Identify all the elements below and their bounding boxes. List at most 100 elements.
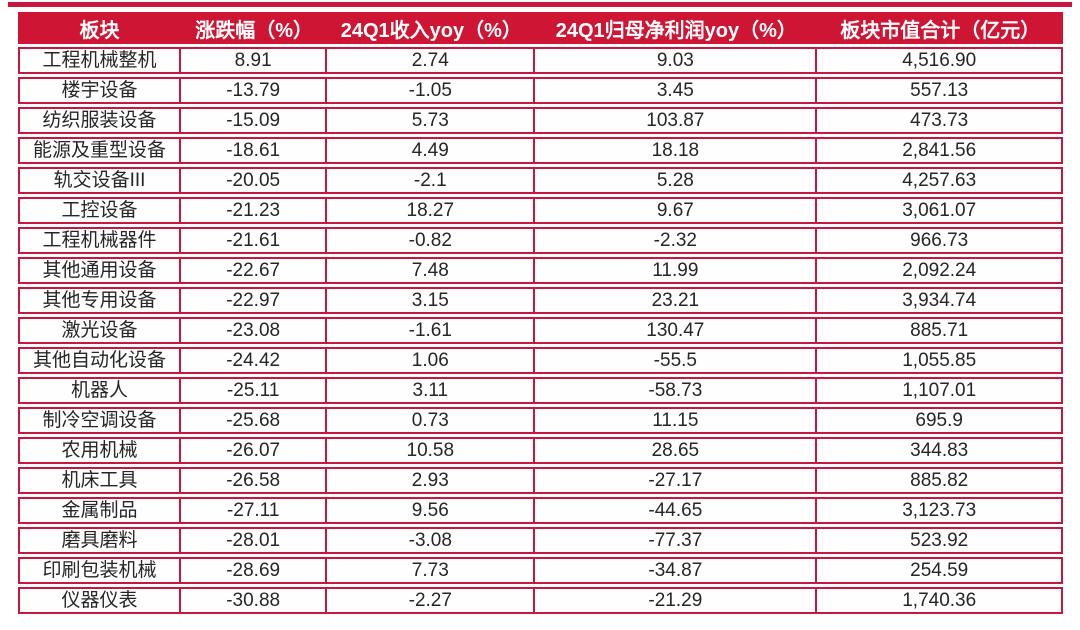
cell-change_pct: 8.91	[181, 47, 328, 74]
cell-total_market_cap_100m_cny: 885.82	[817, 467, 1063, 494]
cell-change_pct: -25.11	[181, 377, 328, 404]
table-row: 工程机械整机 8.91 2.74 9.03 4,516.90	[18, 47, 1063, 74]
cell-change_pct: -27.11	[181, 497, 328, 524]
cell-q1_revenue_yoy_pct: 3.11	[327, 377, 536, 404]
cell-q1_net_profit_yoy_pct: -2.32	[535, 227, 818, 254]
cell-total_market_cap_100m_cny: 1,740.36	[817, 587, 1063, 614]
table-row: 纺织服装设备 -15.09 5.73 103.87 473.73	[18, 107, 1063, 134]
cell-q1_net_profit_yoy_pct: 5.28	[535, 167, 818, 194]
table-row: 其他通用设备 -22.67 7.48 11.99 2,092.24	[18, 257, 1063, 284]
cell-sector: 农用机械	[18, 437, 182, 464]
cell-q1_net_profit_yoy_pct: 3.45	[535, 77, 818, 104]
cell-sector: 其他专用设备	[18, 287, 182, 314]
cell-q1_net_profit_yoy_pct: -34.87	[535, 557, 818, 584]
cell-q1_net_profit_yoy_pct: 28.65	[535, 437, 818, 464]
cell-sector: 工程机械器件	[18, 227, 182, 254]
cell-change_pct: -13.79	[181, 77, 328, 104]
cell-sector: 纺织服装设备	[18, 107, 182, 134]
cell-change_pct: -21.23	[181, 197, 328, 224]
cell-change_pct: -15.09	[181, 107, 328, 134]
cell-sector: 磨具磨料	[18, 527, 182, 554]
table-row: 机床工具 -26.58 2.93 -27.17 885.82	[18, 467, 1063, 494]
table-row: 工程机械器件 -21.61 -0.82 -2.32 966.73	[18, 227, 1063, 254]
table-row: 仪器仪表 -30.88 -2.27 -21.29 1,740.36	[18, 587, 1063, 614]
cell-q1_net_profit_yoy_pct: 9.03	[535, 47, 818, 74]
table-row: 金属制品 -27.11 9.56 -44.65 3,123.73	[18, 497, 1063, 524]
cell-total_market_cap_100m_cny: 1,107.01	[817, 377, 1063, 404]
cell-q1_net_profit_yoy_pct: 23.21	[535, 287, 818, 314]
cell-total_market_cap_100m_cny: 3,934.74	[817, 287, 1063, 314]
cell-sector: 印刷包装机械	[18, 557, 182, 584]
cell-sector: 仪器仪表	[18, 587, 182, 614]
cell-total_market_cap_100m_cny: 557.13	[817, 77, 1063, 104]
cell-q1_net_profit_yoy_pct: -21.29	[535, 587, 818, 614]
sector-table: 板块 涨跌幅（%） 24Q1收入yoy（%） 24Q1归母净利润yoy（%） 板块市值合…	[18, 9, 1063, 617]
cell-total_market_cap_100m_cny: 2,092.24	[817, 257, 1063, 284]
cell-sector: 能源及重型设备	[18, 137, 182, 164]
table-row: 印刷包装机械 -28.69 7.73 -34.87 254.59	[18, 557, 1063, 584]
cell-q1_revenue_yoy_pct: -0.82	[327, 227, 536, 254]
cell-q1_revenue_yoy_pct: 9.56	[327, 497, 536, 524]
cell-q1_revenue_yoy_pct: 2.74	[327, 47, 536, 74]
cell-sector: 工程机械整机	[18, 47, 182, 74]
cell-q1_net_profit_yoy_pct: 9.67	[535, 197, 818, 224]
cell-change_pct: -20.05	[181, 167, 328, 194]
cell-q1_revenue_yoy_pct: -1.61	[327, 317, 536, 344]
cell-q1_revenue_yoy_pct: 5.73	[327, 107, 536, 134]
cell-total_market_cap_100m_cny: 523.92	[817, 527, 1063, 554]
cell-change_pct: -26.07	[181, 437, 328, 464]
cell-total_market_cap_100m_cny: 695.9	[817, 407, 1063, 434]
cell-q1_net_profit_yoy_pct: 11.15	[535, 407, 818, 434]
cell-change_pct: -28.69	[181, 557, 328, 584]
column-header-sector: 板块	[18, 12, 182, 44]
cell-q1_net_profit_yoy_pct: 103.87	[535, 107, 818, 134]
cell-q1_net_profit_yoy_pct: 18.18	[535, 137, 818, 164]
cell-change_pct: -30.88	[181, 587, 328, 614]
cell-sector: 其他通用设备	[18, 257, 182, 284]
cell-sector: 激光设备	[18, 317, 182, 344]
cell-total_market_cap_100m_cny: 4,516.90	[817, 47, 1063, 74]
cell-q1_revenue_yoy_pct: -1.05	[327, 77, 536, 104]
cell-change_pct: -23.08	[181, 317, 328, 344]
table-row: 其他自动化设备 -24.42 1.06 -55.5 1,055.85	[18, 347, 1063, 374]
table-row: 楼宇设备 -13.79 -1.05 3.45 557.13	[18, 77, 1063, 104]
cell-sector: 楼宇设备	[18, 77, 182, 104]
table-row: 制冷空调设备 -25.68 0.73 11.15 695.9	[18, 407, 1063, 434]
cell-change_pct: -18.61	[181, 137, 328, 164]
cell-q1_net_profit_yoy_pct: -58.73	[535, 377, 818, 404]
table-row: 能源及重型设备 -18.61 4.49 18.18 2,841.56	[18, 137, 1063, 164]
cell-q1_net_profit_yoy_pct: -27.17	[535, 467, 818, 494]
cell-total_market_cap_100m_cny: 1,055.85	[817, 347, 1063, 374]
cell-total_market_cap_100m_cny: 3,061.07	[817, 197, 1063, 224]
cell-q1_revenue_yoy_pct: 10.58	[327, 437, 536, 464]
cell-sector: 金属制品	[18, 497, 182, 524]
cell-q1_revenue_yoy_pct: -2.1	[327, 167, 536, 194]
table-row: 轨交设备III -20.05 -2.1 5.28 4,257.63	[18, 167, 1063, 194]
table-row: 农用机械 -26.07 10.58 28.65 344.83	[18, 437, 1063, 464]
column-header-total_market_cap_100m_cny: 板块市值合计（亿元）	[817, 12, 1063, 44]
cell-sector: 机床工具	[18, 467, 182, 494]
table-row: 机器人 -25.11 3.11 -58.73 1,107.01	[18, 377, 1063, 404]
cell-q1_revenue_yoy_pct: -2.27	[327, 587, 536, 614]
cell-change_pct: -26.58	[181, 467, 328, 494]
cell-change_pct: -22.97	[181, 287, 328, 314]
header-row: 板块 涨跌幅（%） 24Q1收入yoy（%） 24Q1归母净利润yoy（%） 板块市值合…	[18, 12, 1063, 44]
cell-total_market_cap_100m_cny: 473.73	[817, 107, 1063, 134]
cell-change_pct: -21.61	[181, 227, 328, 254]
cell-total_market_cap_100m_cny: 2,841.56	[817, 137, 1063, 164]
cell-q1_revenue_yoy_pct: 18.27	[327, 197, 536, 224]
cell-change_pct: -24.42	[181, 347, 328, 374]
cell-q1_revenue_yoy_pct: 2.93	[327, 467, 536, 494]
table-body: 工程机械整机 8.91 2.74 9.03 4,516.90 楼宇设备 -13.79 -1.0…	[18, 47, 1063, 614]
cell-change_pct: -22.67	[181, 257, 328, 284]
cell-q1_revenue_yoy_pct: 0.73	[327, 407, 536, 434]
table-row: 激光设备 -23.08 -1.61 130.47 885.71	[18, 317, 1063, 344]
cell-q1_revenue_yoy_pct: 7.48	[327, 257, 536, 284]
cell-q1_revenue_yoy_pct: 3.15	[327, 287, 536, 314]
cell-q1_net_profit_yoy_pct: -44.65	[535, 497, 818, 524]
cell-sector: 工控设备	[18, 197, 182, 224]
cell-total_market_cap_100m_cny: 344.83	[817, 437, 1063, 464]
cell-q1_revenue_yoy_pct: 4.49	[327, 137, 536, 164]
column-header-q1_net_profit_yoy_pct: 24Q1归母净利润yoy（%）	[535, 12, 818, 44]
